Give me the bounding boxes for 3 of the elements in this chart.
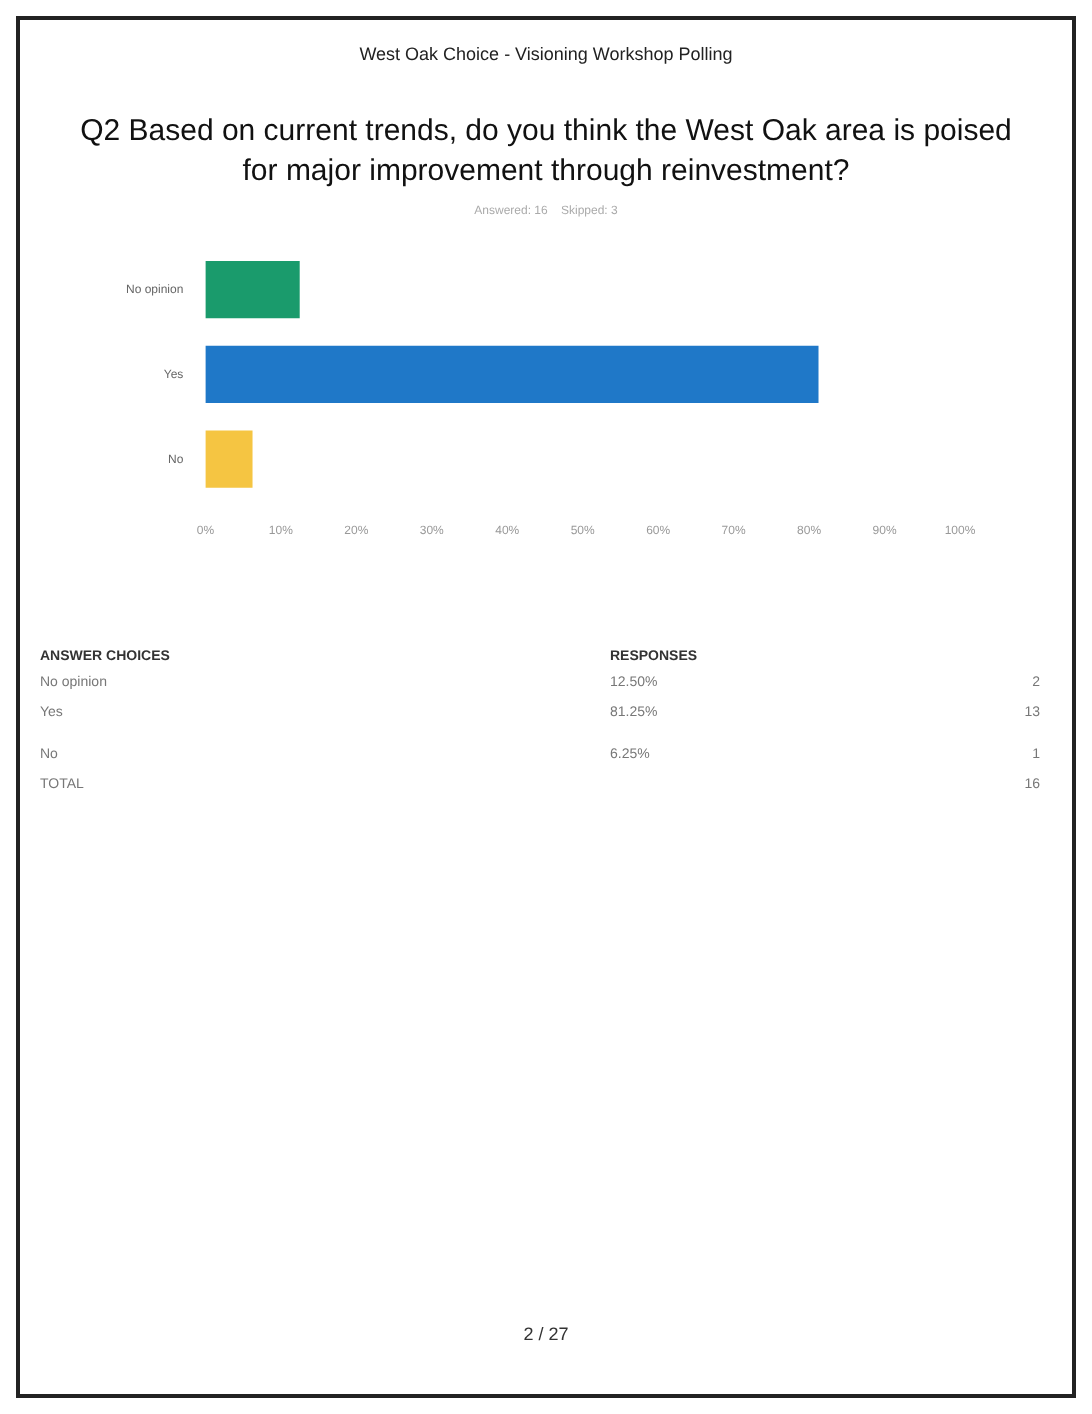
text: 2 / 27 [521,1324,571,1344]
chart-title: Q2 Based on current trends, do you think the West Oak area is poised for major improvement through reinvestment? [78,112,1014,190]
text: West Oak Choice - Visioning Workshop Polling [357,44,735,64]
